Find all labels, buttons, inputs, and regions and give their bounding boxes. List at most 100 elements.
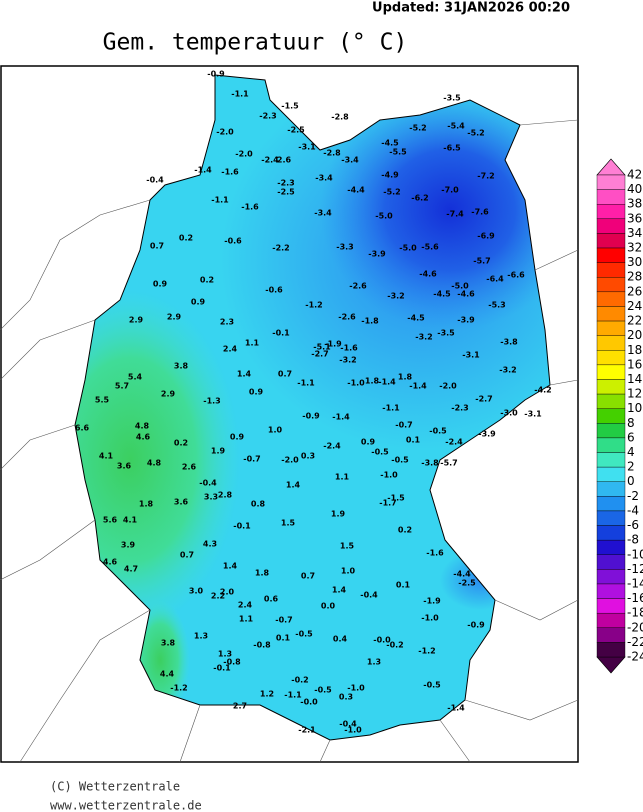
station-value: -2.6 xyxy=(338,313,356,322)
station-value: -2.7 xyxy=(475,395,493,404)
station-value: -4.2 xyxy=(534,386,552,395)
legend-swatch xyxy=(596,306,626,322)
legend-swatch xyxy=(596,583,626,599)
country-border xyxy=(74,74,551,741)
station-value: 0.6 xyxy=(264,595,279,604)
station-value: -2.2 xyxy=(272,244,290,253)
station-value: 3.0 xyxy=(189,587,204,596)
station-value: -3.2 xyxy=(339,356,357,365)
station-value: -3.4 xyxy=(314,209,332,218)
legend-swatch xyxy=(596,554,626,570)
station-value: -1.4 xyxy=(332,413,350,422)
station-value: -3.2 xyxy=(499,366,517,375)
station-value: -3.9 xyxy=(478,430,496,439)
legend-swatch xyxy=(596,569,626,585)
station-value: -4.6 xyxy=(457,290,475,299)
station-value: -0.9 xyxy=(207,70,225,79)
station-value: -0.1 xyxy=(272,329,290,338)
station-value: -7.2 xyxy=(477,172,495,181)
legend-label: -4 xyxy=(627,503,639,517)
legend-label: 20 xyxy=(627,328,642,342)
legend-swatch xyxy=(596,262,626,278)
station-value: 0.8 xyxy=(251,500,266,509)
legend-swatch xyxy=(596,379,626,395)
station-value: 0.9 xyxy=(230,433,245,442)
legend-label: 26 xyxy=(627,284,642,298)
station-value: 4.6 xyxy=(103,558,118,567)
station-value: 1.8 xyxy=(365,377,380,386)
station-value: -2.3 xyxy=(277,179,295,188)
station-value: -0.4 xyxy=(146,176,164,185)
station-value: -0.7 xyxy=(243,455,261,464)
station-value: 1.5 xyxy=(281,519,296,528)
station-value: 2.8 xyxy=(218,491,233,500)
station-value: 1.9 xyxy=(211,447,226,456)
legend-label: 16 xyxy=(627,357,642,371)
legend-label: 14 xyxy=(627,372,642,386)
station-value: 1.8 xyxy=(255,569,270,578)
station-value: 0.7 xyxy=(150,242,164,251)
station-value: -1.2 xyxy=(418,647,436,656)
station-value: -5.0 xyxy=(399,244,417,253)
station-value: 0.2 xyxy=(398,526,412,535)
station-value: -5.6 xyxy=(421,243,439,252)
station-value: -1.0 xyxy=(421,614,439,623)
station-value: 1.8 xyxy=(398,373,413,382)
map-title: Gem. temperatuur (° C) xyxy=(103,30,408,56)
station-value: -4.4 xyxy=(453,570,471,579)
station-value: -2.6 xyxy=(349,282,367,291)
station-value: 1.4 xyxy=(286,481,301,490)
station-value: 0.2 xyxy=(174,439,188,448)
station-value: -0.7 xyxy=(395,421,413,430)
station-value: -1.5 xyxy=(281,102,299,111)
station-value: -2.4 xyxy=(261,156,279,165)
station-value: 1.2 xyxy=(260,690,274,699)
station-value: 0.4 xyxy=(333,635,348,644)
station-value: 1.3 xyxy=(218,650,232,659)
legend-swatch xyxy=(596,204,626,220)
station-value: -6.5 xyxy=(443,144,461,153)
station-value: 5.6 xyxy=(103,516,118,525)
station-value: -3.2 xyxy=(415,333,433,342)
station-value: -1.0 xyxy=(347,684,365,693)
station-value: -7.0 xyxy=(441,186,459,195)
station-value: 4.1 xyxy=(99,452,114,461)
station-value: -1.3 xyxy=(203,397,221,406)
station-value: -2.7 xyxy=(311,350,329,359)
legend-label: 28 xyxy=(627,270,642,284)
station-value: -3.0 xyxy=(500,409,518,418)
station-value: 0.2 xyxy=(200,276,214,285)
station-value: -1.5 xyxy=(387,494,405,503)
legend-swatch xyxy=(596,452,626,468)
station-value: -1.2 xyxy=(170,684,188,693)
legend-swatch xyxy=(596,437,626,453)
legend-label: -22 xyxy=(627,635,643,649)
legend-label: 36 xyxy=(627,211,642,225)
station-value: 3.3 xyxy=(204,493,218,502)
station-value: -1.1 xyxy=(231,90,249,99)
station-value: 0.1 xyxy=(276,634,291,643)
legend-swatch xyxy=(596,277,626,293)
station-value: 0.0 xyxy=(321,602,336,611)
station-value: -1.1 xyxy=(211,196,229,205)
station-value: -0.2 xyxy=(291,676,309,685)
legend-label: -16 xyxy=(627,591,643,605)
station-value: -1.6 xyxy=(221,168,239,177)
station-value: -2.8 xyxy=(331,113,349,122)
station-value: 5.5 xyxy=(95,396,110,405)
station-value: -3.3 xyxy=(336,243,354,252)
station-value: 0.3 xyxy=(301,452,315,461)
station-value: -0.9 xyxy=(467,621,485,630)
station-value: 1.1 xyxy=(239,615,254,624)
legend-arrow-bottom xyxy=(596,656,626,674)
legend-label: 22 xyxy=(627,314,642,328)
station-value: -2.0 xyxy=(235,150,253,159)
legend-label: -2 xyxy=(627,489,639,503)
station-value: -5.2 xyxy=(467,129,485,138)
station-value: -0.1 xyxy=(213,664,231,673)
legend-label: 40 xyxy=(627,182,642,196)
station-value: -5.5 xyxy=(389,148,407,157)
station-value: 5.7 xyxy=(115,382,129,391)
station-value: -0.7 xyxy=(275,616,293,625)
